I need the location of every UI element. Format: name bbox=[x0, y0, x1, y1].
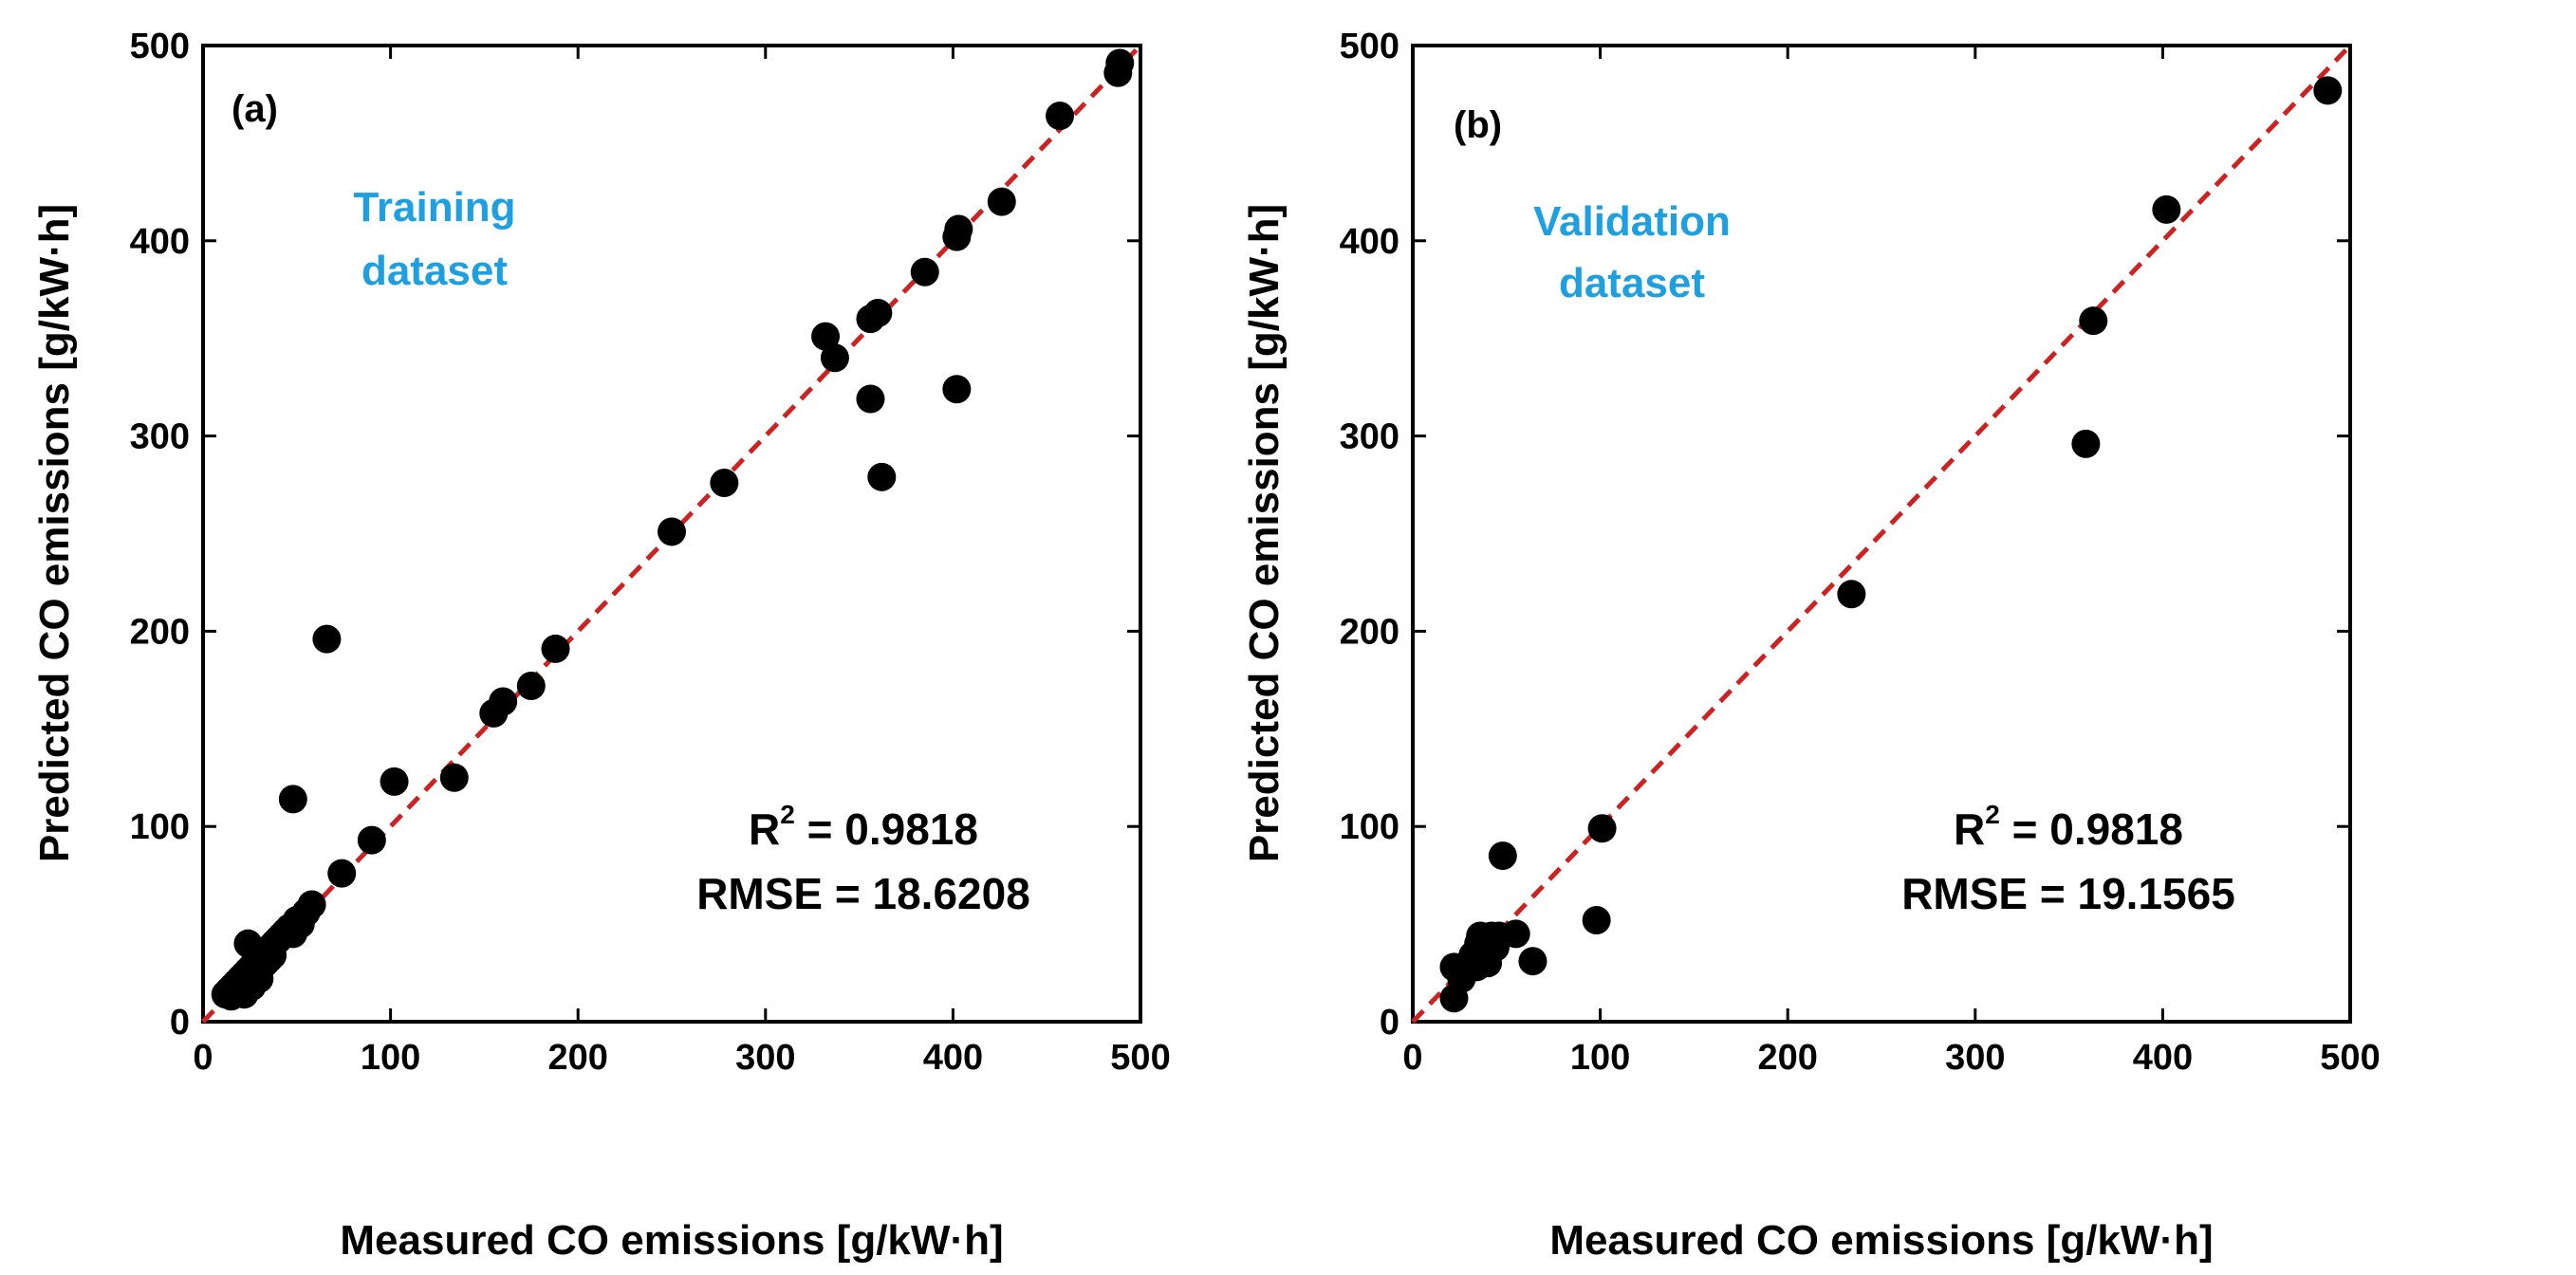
panel-a-ytick-label-200: 200 bbox=[130, 612, 190, 652]
panel-b-xtick-label-100: 100 bbox=[1570, 1038, 1630, 1078]
panel-b-data-point-18 bbox=[1582, 905, 1611, 934]
panel-b-data-point-20 bbox=[1837, 580, 1866, 609]
panel-a-ytick-label-400: 400 bbox=[130, 222, 190, 262]
panel-a-ytick-label-300: 300 bbox=[130, 417, 190, 457]
panel-a-data-point-62 bbox=[1046, 102, 1075, 131]
panel-b-points bbox=[1439, 76, 2343, 1013]
panel-a-x-axis-label: Measured CO emissions [g/kW·h] bbox=[340, 1217, 1003, 1264]
panel-a-xtick-label-400: 400 bbox=[923, 1038, 983, 1078]
panel-a-data-point-51 bbox=[811, 322, 841, 351]
panel-a-data-point-34 bbox=[297, 890, 326, 919]
panel-b-plot-frame bbox=[1411, 44, 2352, 1024]
panel-a-data-point-49 bbox=[658, 517, 686, 546]
panel-a-label: (a) bbox=[232, 88, 278, 130]
panel-a-ytick-label-100: 100 bbox=[130, 807, 190, 847]
panel-a-data-point-41 bbox=[380, 767, 409, 796]
panel-b-ytick-label-500: 500 bbox=[1340, 27, 1399, 66]
panel-a-xtick-label-0: 0 bbox=[193, 1038, 213, 1078]
panel-a-data-point-38 bbox=[230, 980, 259, 1009]
panel-b-data-point-19 bbox=[1587, 814, 1617, 843]
panel-b-data-point-24 bbox=[2313, 76, 2343, 105]
panel-b-ytick-labels: 0 100 200 300 400 500 bbox=[1340, 27, 1399, 1043]
panel-b-data-point-15 bbox=[1488, 841, 1517, 871]
panel-a-ytick-labels: 0 100 200 300 400 500 bbox=[130, 27, 190, 1043]
panel-a-data-point-44 bbox=[439, 763, 469, 792]
panel-a-data-point-55 bbox=[856, 384, 885, 414]
panel-a-dataset-label-line1: Training bbox=[353, 184, 515, 231]
panel-b-ticks bbox=[1411, 44, 2352, 1024]
panel-b-identity-line bbox=[1411, 44, 2352, 1024]
panel-a-y-axis-label: Predicted CO emissions [g/kW·h] bbox=[31, 204, 78, 862]
panel-b-xtick-label-200: 200 bbox=[1757, 1038, 1817, 1078]
panel-b-data-point-17 bbox=[1518, 947, 1547, 976]
panel-b-xtick-label-0: 0 bbox=[1402, 1038, 1422, 1078]
panel-b-data-point-23 bbox=[2152, 194, 2181, 224]
panel-a-xtick-label-100: 100 bbox=[361, 1038, 420, 1078]
panel-b-ytick-label-200: 200 bbox=[1340, 612, 1399, 652]
panel-b-xtick-labels: 0 100 200 300 400 500 bbox=[1402, 1038, 2380, 1078]
panel-a-data-point-52 bbox=[820, 343, 849, 373]
panel-b-xtick-label-300: 300 bbox=[1945, 1038, 2005, 1078]
panel-a-data-point-35 bbox=[233, 929, 263, 958]
panel-b-rmse: RMSE = 19.1565 bbox=[1901, 869, 2235, 918]
panel-a-xtick-label-300: 300 bbox=[735, 1038, 795, 1078]
panel-b-xtick-label-400: 400 bbox=[2133, 1038, 2193, 1078]
panel-a-data-point-50 bbox=[710, 468, 739, 497]
panel-a-xtick-labels: 0 100 200 300 400 500 bbox=[193, 1038, 1170, 1078]
panel-b-ytick-label-300: 300 bbox=[1340, 417, 1399, 457]
panel-a-data-point-59 bbox=[944, 214, 973, 244]
panel-a-data-point-39 bbox=[312, 624, 342, 654]
panel-a-rmse: RMSE = 18.6208 bbox=[696, 869, 1030, 918]
panel-a-data-point-47 bbox=[516, 672, 546, 701]
panel-a-ytick-label-0: 0 bbox=[170, 1003, 190, 1043]
panel-b-label: (b) bbox=[1454, 104, 1502, 146]
panel-a-dataset-label-line2: dataset bbox=[361, 248, 508, 294]
panel-b-data-point-22 bbox=[2079, 306, 2108, 336]
panel-a-data-point-61 bbox=[987, 187, 1016, 216]
panel-b-dataset-label-line1: Validation bbox=[1533, 198, 1731, 245]
panel-b-x-axis-label: Measured CO emissions [g/kW·h] bbox=[1549, 1217, 2213, 1264]
panel-a-data-point-64 bbox=[1105, 48, 1135, 78]
panel-a-data-point-54 bbox=[863, 298, 893, 327]
panel-a-xtick-label-500: 500 bbox=[1110, 1038, 1170, 1078]
panel-a-ytick-label-500: 500 bbox=[130, 27, 190, 66]
panel-b-ytick-label-400: 400 bbox=[1340, 222, 1399, 262]
panel-b-validation: 0 100 200 300 400 500 0 100 200 300 400 500 (b) Va… bbox=[1241, 27, 2381, 1264]
panel-a-plot-frame bbox=[201, 44, 1142, 1024]
panel-a-data-point-48 bbox=[541, 634, 570, 663]
panel-b-y-axis-label: Predicted CO emissions [g/kW·h] bbox=[1241, 204, 1288, 862]
panel-a-data-point-43 bbox=[327, 859, 357, 888]
panel-b-dataset-label-line2: dataset bbox=[1559, 260, 1705, 306]
panel-a-data-point-57 bbox=[910, 257, 939, 286]
panel-a-data-point-46 bbox=[489, 687, 518, 716]
panel-a-data-point-40 bbox=[278, 785, 307, 814]
panel-a-points bbox=[211, 48, 1135, 1011]
panel-b-ytick-label-100: 100 bbox=[1340, 807, 1399, 847]
panel-a-xtick-label-200: 200 bbox=[547, 1038, 607, 1078]
panel-b-data-point-21 bbox=[2071, 429, 2101, 458]
panel-a-data-point-56 bbox=[867, 462, 897, 491]
panel-a-training: 0 100 200 300 400 500 0 100 200 300 400 500 (a) Tr… bbox=[31, 27, 1171, 1264]
panel-a-r2: R2 = 0.9818 bbox=[749, 800, 978, 854]
panel-a-data-point-60 bbox=[942, 375, 972, 404]
panel-b-r2: R2 = 0.9818 bbox=[1954, 800, 2183, 854]
panel-b-xtick-label-500: 500 bbox=[2320, 1038, 2380, 1078]
panel-a-data-point-42 bbox=[357, 825, 386, 855]
panel-b-ytick-label-0: 0 bbox=[1380, 1003, 1399, 1043]
panel-b-data-point-16 bbox=[1501, 919, 1530, 949]
